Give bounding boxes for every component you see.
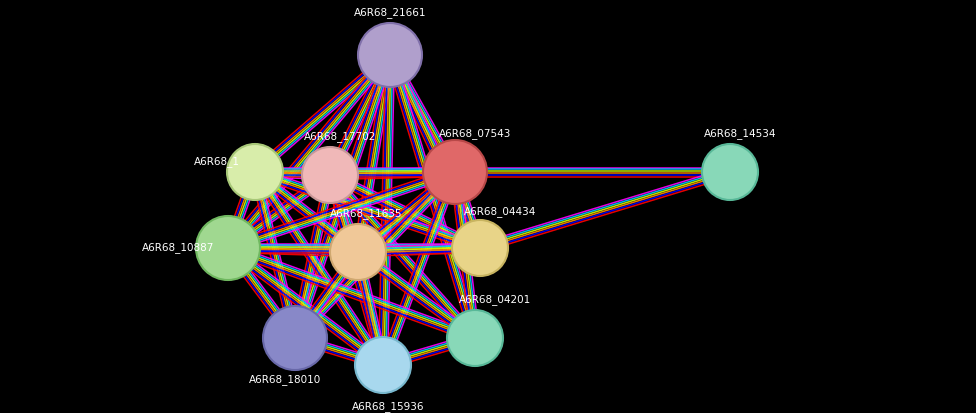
Circle shape bbox=[263, 306, 327, 370]
Circle shape bbox=[196, 216, 260, 280]
Text: A6R68_18010: A6R68_18010 bbox=[249, 375, 321, 385]
Circle shape bbox=[702, 144, 758, 200]
Text: A6R68_15936: A6R68_15936 bbox=[351, 401, 425, 413]
Circle shape bbox=[355, 337, 411, 393]
Text: A6R68_04201: A6R68_04201 bbox=[459, 294, 531, 306]
Circle shape bbox=[330, 224, 386, 280]
Text: A6R68_11635: A6R68_11635 bbox=[330, 209, 402, 219]
Text: A6R68_21661: A6R68_21661 bbox=[353, 7, 427, 19]
Text: A6R68_07543: A6R68_07543 bbox=[439, 128, 511, 140]
Circle shape bbox=[452, 220, 508, 276]
Circle shape bbox=[227, 144, 283, 200]
Text: A6R68_10887: A6R68_10887 bbox=[142, 242, 214, 254]
Text: A6R68_17702: A6R68_17702 bbox=[304, 132, 376, 142]
Text: A6R68_04434: A6R68_04434 bbox=[464, 206, 536, 218]
Circle shape bbox=[447, 310, 503, 366]
Text: A6R68_14534: A6R68_14534 bbox=[704, 128, 776, 140]
Circle shape bbox=[423, 140, 487, 204]
Text: A6R68_1: A6R68_1 bbox=[194, 157, 240, 167]
Circle shape bbox=[358, 23, 422, 87]
Circle shape bbox=[302, 147, 358, 203]
